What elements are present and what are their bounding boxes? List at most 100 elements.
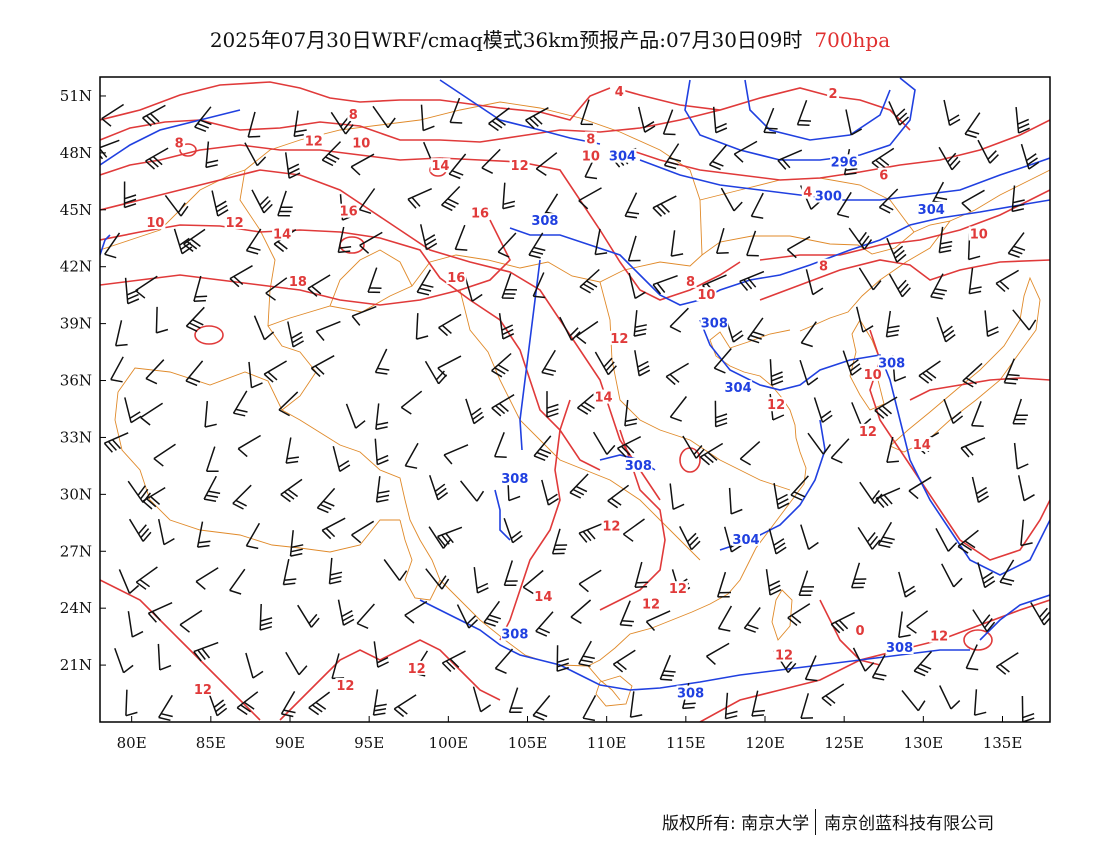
- wind-barb: [805, 269, 824, 296]
- contour-label: 12: [305, 135, 323, 150]
- wind-barb: [147, 602, 173, 623]
- label-backdrop: [584, 131, 597, 146]
- label-backdrop: [533, 588, 554, 603]
- wind-barb: [164, 194, 189, 217]
- wind-barb: [185, 360, 204, 387]
- wind-barb: [628, 272, 646, 300]
- contour-label: 12: [642, 597, 660, 612]
- wind-barb: [297, 604, 320, 628]
- sea-coast-ne: [949, 169, 1050, 222]
- height-contour: [639, 157, 1050, 201]
- lon-tick-label: 130E: [904, 734, 944, 752]
- wind-barb: [800, 321, 817, 348]
- wind-barb: [110, 356, 124, 383]
- wind-barb: [157, 643, 172, 671]
- wind-barb: [308, 691, 331, 716]
- label-backdrop: [580, 148, 601, 163]
- wind-barb: [491, 394, 515, 417]
- wind-barb: [592, 431, 616, 455]
- wind-barb: [842, 350, 862, 376]
- wind-barb: [569, 473, 589, 499]
- wind-barb: [743, 607, 761, 633]
- wind-barb: [769, 359, 784, 386]
- lat-tick-label: 30N: [60, 485, 92, 503]
- wind-barb: [746, 230, 759, 257]
- contour-label: 4: [803, 186, 812, 201]
- wind-barb: [659, 654, 676, 681]
- wind-barb: [559, 316, 581, 341]
- wind-barb: [1017, 475, 1035, 502]
- label-backdrop: [641, 596, 661, 611]
- wind-barb: [624, 399, 638, 427]
- lat-tick-label: 51N: [60, 87, 92, 105]
- title-text: 2025年07月30日WRF/cmaq模式36km预报产品:07月30日09时: [209, 28, 803, 52]
- label-backdrop: [724, 380, 753, 395]
- lat-tick-label: 21N: [60, 656, 92, 674]
- contour-label: 12: [408, 662, 426, 677]
- isotherm: [100, 144, 741, 301]
- wind-barb: [878, 188, 899, 214]
- isotherm: [100, 224, 601, 471]
- wind-barb: [582, 695, 597, 722]
- wind-barb: [393, 694, 417, 718]
- wind-barb: [607, 484, 630, 509]
- wind-barbs: [100, 97, 1050, 722]
- wind-barb: [634, 350, 651, 377]
- wind-barb: [425, 568, 450, 590]
- wind-barb: [634, 561, 649, 588]
- wind-barb: [483, 600, 502, 627]
- wind-barb: [720, 187, 743, 212]
- wind-barb: [857, 526, 881, 550]
- contour-label: 12: [767, 398, 785, 413]
- wind-barb: [874, 396, 898, 419]
- wind-barb: [528, 232, 546, 259]
- wind-barb: [724, 692, 738, 720]
- footer: 版权所有: 南京大学 南京创蓝科技有限公司: [662, 809, 994, 837]
- isotherm: [100, 109, 721, 143]
- wind-barb: [404, 442, 419, 469]
- wind-barb: [663, 143, 682, 170]
- contour-label: 304: [725, 381, 752, 396]
- label-backdrop: [968, 226, 989, 241]
- label-backdrop: [530, 213, 559, 228]
- height-contour: [519, 259, 541, 451]
- wind-barb: [1003, 358, 1020, 385]
- inner-border-6: [329, 249, 413, 307]
- wind-barb: [594, 228, 608, 256]
- contour-label: 10: [352, 136, 370, 151]
- wind-barb: [851, 402, 872, 428]
- wind-barb: [888, 101, 910, 126]
- label-backdrop: [335, 677, 356, 692]
- wind-barb: [265, 277, 288, 301]
- wind-barb: [679, 526, 701, 551]
- wind-barb: [237, 434, 261, 458]
- inner-border-5: [599, 281, 791, 491]
- label-backdrop: [766, 397, 787, 412]
- lat-tick-label: 45N: [60, 201, 92, 219]
- russia-border: [100, 169, 915, 251]
- wind-barb: [522, 569, 544, 595]
- wind-barb: [968, 267, 982, 295]
- wind-barb: [906, 610, 929, 634]
- contour-label: 308: [878, 356, 905, 371]
- label-backdrop: [145, 215, 166, 230]
- wind-barb: [1011, 185, 1025, 213]
- wind-barb: [665, 362, 689, 386]
- japan-outline: [889, 276, 1041, 453]
- wind-barb: [624, 192, 640, 219]
- wind-barb: [114, 648, 134, 674]
- wind-barb: [404, 600, 428, 624]
- contour-label: 14: [431, 159, 449, 174]
- wind-barb: [356, 603, 375, 629]
- wind-barb: [768, 528, 787, 555]
- wind-barb: [157, 518, 175, 546]
- height-contour: [494, 489, 511, 541]
- label-backdrop: [500, 471, 529, 486]
- contour-label: 308: [677, 687, 704, 702]
- wind-barb: [124, 277, 140, 305]
- contour-label: 12: [226, 216, 244, 231]
- wind-barb: [248, 361, 263, 389]
- wind-barb: [532, 272, 546, 299]
- wind-barb: [460, 480, 485, 502]
